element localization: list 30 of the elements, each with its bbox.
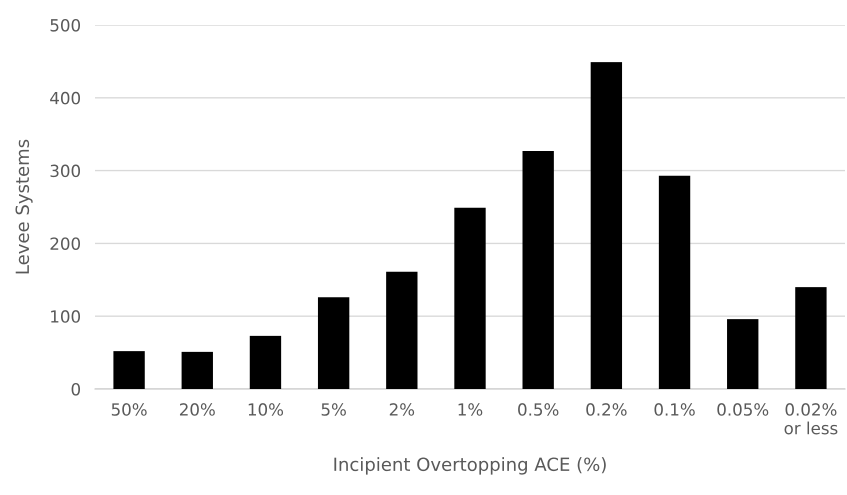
bar (727, 319, 758, 389)
x-tick-label: 0.5% (518, 403, 558, 416)
x-tick-label: 1% (458, 403, 482, 416)
bar (454, 208, 486, 389)
y-tick-label: 200 (50, 237, 80, 250)
y-axis-title: Levee Systems (15, 140, 33, 274)
x-tick-label: 2% (390, 403, 414, 416)
x-axis-title: Incipient Overtopping ACE (%) (334, 457, 606, 475)
bar (658, 176, 690, 389)
bar (386, 272, 418, 389)
x-tick-label: 0.1% (654, 403, 695, 416)
bar (113, 351, 145, 389)
x-tick-label: 50% (112, 403, 147, 416)
y-tick-label: 100 (51, 310, 80, 323)
x-tick-label: 0.02% or less (784, 403, 838, 434)
y-tick-label: 500 (50, 18, 80, 32)
x-tick-label: 0.05% (717, 403, 768, 416)
y-tick-label: 400 (50, 92, 80, 104)
bar (250, 336, 282, 389)
x-tick-label: 0.2% (586, 403, 627, 416)
bar (318, 297, 350, 389)
y-tick-label: 300 (50, 164, 80, 178)
bar (522, 150, 554, 389)
bar (590, 62, 622, 389)
x-tick-label: 10% (248, 403, 284, 416)
x-tick-label: 20% (180, 403, 215, 416)
bar (795, 287, 827, 389)
x-tick-label: 5% (322, 403, 346, 416)
bar (182, 352, 213, 389)
y-tick-label: 0 (72, 382, 80, 396)
